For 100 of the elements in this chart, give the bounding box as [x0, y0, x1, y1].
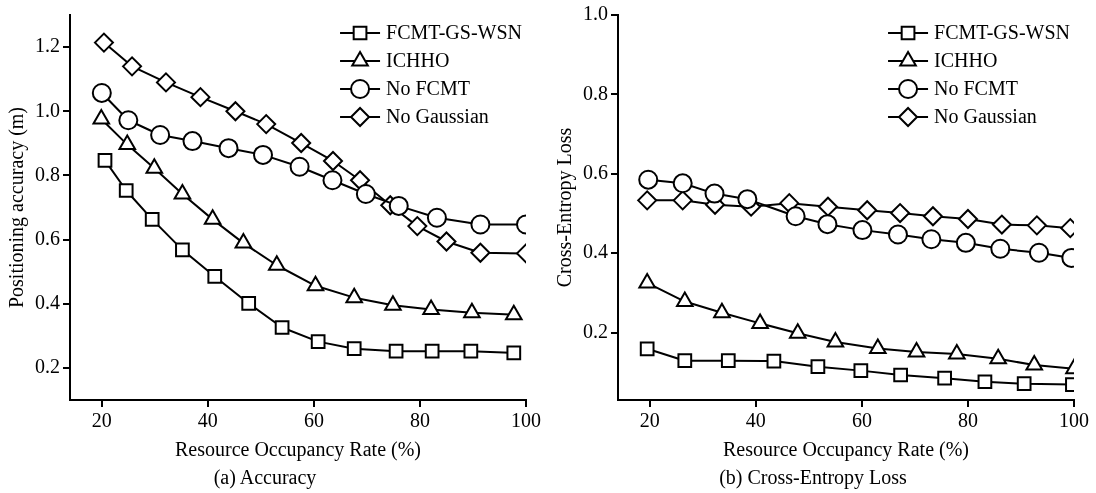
y-tick-label: 0.8 — [35, 162, 60, 185]
point — [817, 214, 838, 235]
x-tick-label: 40 — [197, 409, 218, 432]
y-tick-label: 0.6 — [35, 226, 60, 249]
x-tick-label: 80 — [409, 409, 430, 432]
legend-label: No Gaussian — [934, 105, 1037, 128]
point — [852, 220, 873, 241]
point — [323, 150, 343, 171]
point — [190, 87, 211, 108]
point — [234, 233, 253, 249]
point — [93, 32, 114, 53]
point — [384, 295, 402, 311]
x-tick-label: 80 — [957, 409, 978, 432]
point — [424, 343, 440, 359]
point — [937, 370, 952, 386]
point — [218, 138, 239, 159]
point — [345, 287, 363, 304]
point — [91, 82, 112, 103]
y-axis-title: Positioning accuracy (m) — [5, 106, 29, 309]
point — [289, 156, 310, 177]
y-tick-label: 0.4 — [35, 291, 60, 313]
point — [989, 348, 1007, 365]
point — [817, 196, 838, 217]
point — [505, 304, 523, 321]
point — [921, 229, 942, 250]
x-tick-label: 20 — [639, 409, 660, 432]
point — [676, 291, 694, 308]
point — [672, 190, 693, 211]
point — [175, 242, 190, 258]
point — [779, 193, 800, 214]
point — [853, 363, 869, 378]
point — [253, 144, 274, 165]
point — [887, 224, 908, 245]
x-tick-label: 60 — [851, 409, 872, 432]
point — [1016, 376, 1032, 392]
point — [977, 374, 993, 390]
point — [890, 203, 911, 224]
y-tick-label: 0.2 — [583, 319, 608, 342]
point — [704, 183, 725, 204]
point — [470, 242, 491, 263]
point — [922, 206, 943, 227]
point — [893, 367, 908, 383]
y-tick-label: 0.8 — [583, 81, 608, 104]
point — [291, 133, 312, 154]
point — [826, 332, 845, 348]
point — [350, 170, 371, 191]
point — [506, 345, 522, 361]
point — [306, 275, 325, 292]
y-tick-label: 1.2 — [35, 34, 60, 57]
point — [207, 269, 223, 284]
point — [869, 338, 887, 354]
point — [122, 56, 143, 77]
point — [346, 341, 362, 357]
x-axis-title: Resource Occupancy Rate (%) — [175, 438, 421, 462]
point — [720, 353, 736, 369]
point — [1026, 215, 1047, 236]
y-tick-label: 1.0 — [583, 2, 608, 25]
point — [751, 313, 769, 329]
y-axis-title: Cross-Entropy Loss — [553, 127, 577, 288]
point — [1025, 355, 1044, 371]
point — [639, 341, 655, 357]
point — [907, 341, 926, 358]
point — [672, 173, 693, 194]
y-tick-label: 1.0 — [35, 98, 60, 121]
point — [310, 334, 326, 349]
point — [155, 72, 176, 93]
point — [436, 231, 457, 252]
point — [407, 216, 428, 237]
y-tick-label: 0.4 — [583, 240, 608, 263]
point — [182, 131, 203, 152]
point — [713, 302, 731, 319]
legend-label: FCMT-GS-WSN — [934, 21, 1071, 44]
point — [144, 212, 160, 227]
point — [118, 183, 134, 198]
point — [422, 299, 440, 316]
text: (a) Accuracy — [213, 466, 317, 490]
point — [766, 353, 782, 369]
point — [957, 209, 978, 230]
point — [118, 110, 139, 131]
point — [948, 343, 966, 360]
point — [677, 353, 693, 369]
point — [173, 184, 192, 200]
y-tick-label: 0.6 — [583, 161, 608, 184]
point — [638, 169, 659, 190]
point — [810, 359, 826, 375]
x-tick-label: 40 — [745, 409, 766, 432]
point — [463, 302, 481, 319]
point — [355, 184, 376, 205]
point — [637, 190, 658, 211]
point — [990, 238, 1011, 259]
point — [463, 343, 479, 359]
legend-label: FCMT-GS-WSN — [386, 21, 523, 44]
point — [274, 320, 290, 335]
x-tick-label: 100 — [1059, 409, 1089, 432]
x-tick-label: 60 — [303, 409, 324, 432]
legend-label: No Gaussian — [386, 105, 489, 128]
legend-label: No FCMT — [386, 77, 470, 100]
point — [97, 152, 113, 168]
x-tick-label: 20 — [91, 409, 112, 432]
point — [470, 214, 491, 235]
